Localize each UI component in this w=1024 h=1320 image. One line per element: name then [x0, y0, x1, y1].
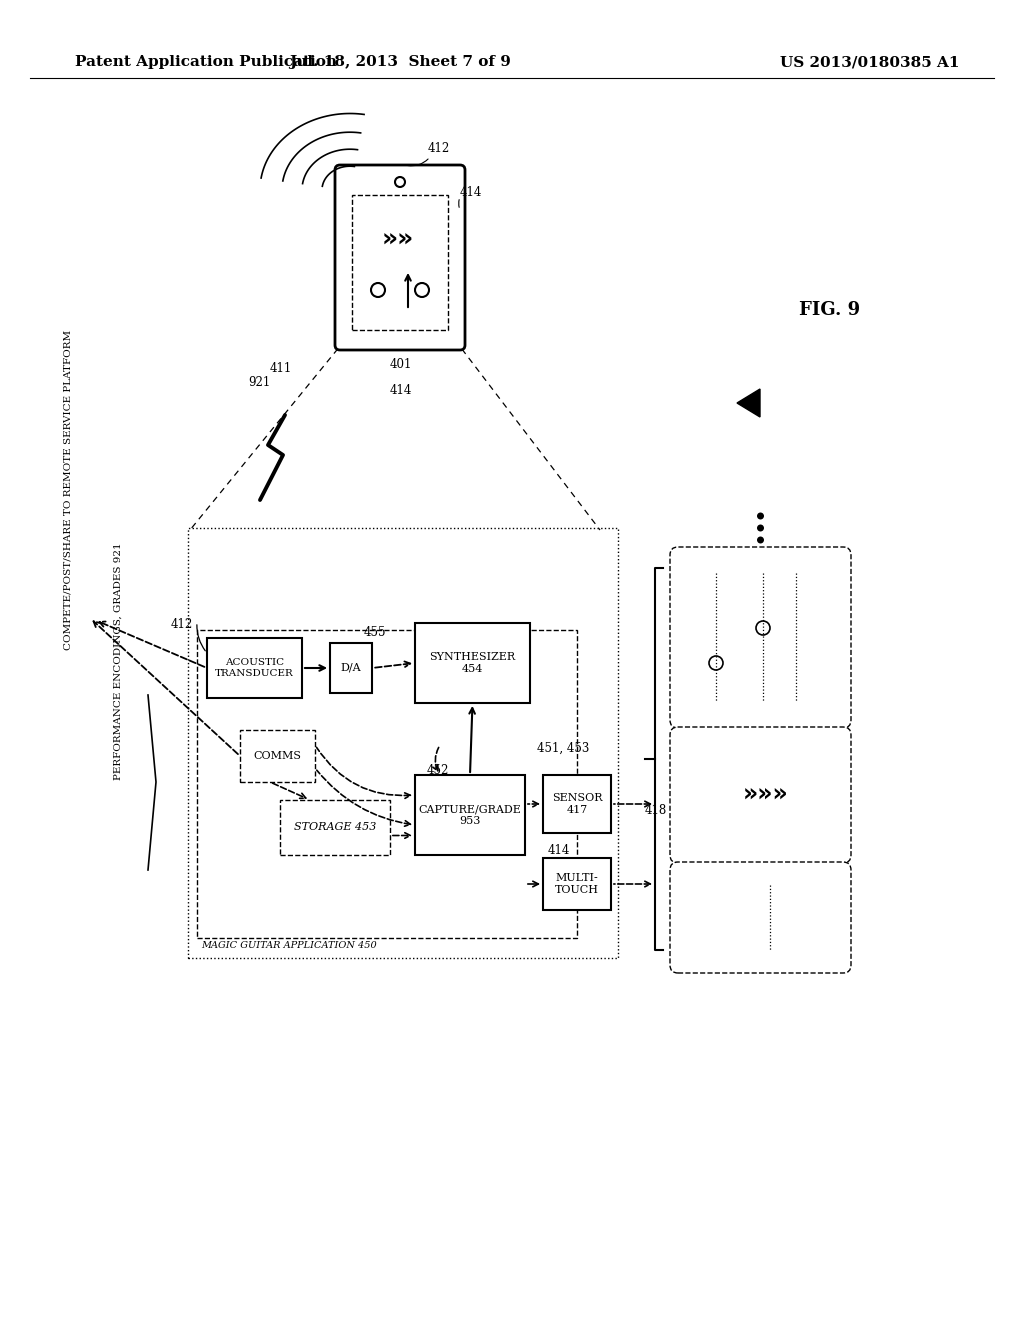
- Text: »»»: »»»: [742, 783, 788, 807]
- Text: 451, 453: 451, 453: [537, 742, 590, 755]
- Bar: [415, 775, 525, 855]
- Bar: [543, 775, 611, 833]
- Text: MAGIC GUITAR APPLICATION 450: MAGIC GUITAR APPLICATION 450: [201, 941, 377, 950]
- Bar: [207, 638, 302, 698]
- Text: COMMS: COMMS: [254, 751, 301, 762]
- Text: 401: 401: [390, 359, 413, 371]
- Bar: [543, 858, 611, 909]
- Text: 412: 412: [171, 619, 193, 631]
- Bar: [280, 800, 390, 855]
- Text: 921: 921: [248, 375, 270, 388]
- Text: CAPTURE/GRADE
953: CAPTURE/GRADE 953: [419, 804, 521, 826]
- Text: 411: 411: [270, 362, 292, 375]
- Text: 414: 414: [548, 843, 570, 857]
- Text: MULTI-
TOUCH: MULTI- TOUCH: [555, 874, 599, 895]
- Circle shape: [757, 524, 764, 532]
- Text: 414: 414: [460, 186, 482, 198]
- Bar: [415, 623, 530, 704]
- Text: 412: 412: [428, 141, 451, 154]
- Text: Patent Application Publication: Patent Application Publication: [75, 55, 337, 69]
- Text: 418: 418: [645, 804, 668, 817]
- Text: »»: »»: [382, 228, 414, 252]
- Bar: [197, 630, 577, 939]
- Text: ACOUSTIC
TRANSDUCER: ACOUSTIC TRANSDUCER: [215, 659, 294, 677]
- Text: STORAGE 453: STORAGE 453: [294, 822, 376, 833]
- Bar: [352, 195, 449, 330]
- Circle shape: [757, 536, 764, 544]
- Text: COMPETE/POST/SHARE TO REMOTE SERVICE PLATFORM: COMPETE/POST/SHARE TO REMOTE SERVICE PLA…: [63, 330, 73, 649]
- Text: SYNTHESIZER
454: SYNTHESIZER 454: [429, 652, 515, 673]
- FancyBboxPatch shape: [670, 862, 851, 973]
- Polygon shape: [737, 389, 760, 417]
- Text: D/A: D/A: [341, 663, 361, 673]
- Bar: [330, 643, 372, 693]
- Circle shape: [757, 512, 764, 520]
- FancyBboxPatch shape: [670, 546, 851, 729]
- Text: 414: 414: [390, 384, 413, 396]
- Text: SENSOR
417: SENSOR 417: [552, 793, 602, 814]
- FancyBboxPatch shape: [335, 165, 465, 350]
- Text: Jul. 18, 2013  Sheet 7 of 9: Jul. 18, 2013 Sheet 7 of 9: [289, 55, 511, 69]
- FancyBboxPatch shape: [670, 727, 851, 863]
- Text: FIG. 9: FIG. 9: [800, 301, 860, 319]
- Text: PERFORMANCE ENCODINGS, GRADES 921: PERFORMANCE ENCODINGS, GRADES 921: [114, 543, 123, 780]
- Text: 452: 452: [427, 763, 450, 776]
- Bar: [240, 730, 315, 781]
- Bar: [188, 528, 618, 958]
- Text: US 2013/0180385 A1: US 2013/0180385 A1: [780, 55, 959, 69]
- Text: 455: 455: [364, 627, 386, 639]
